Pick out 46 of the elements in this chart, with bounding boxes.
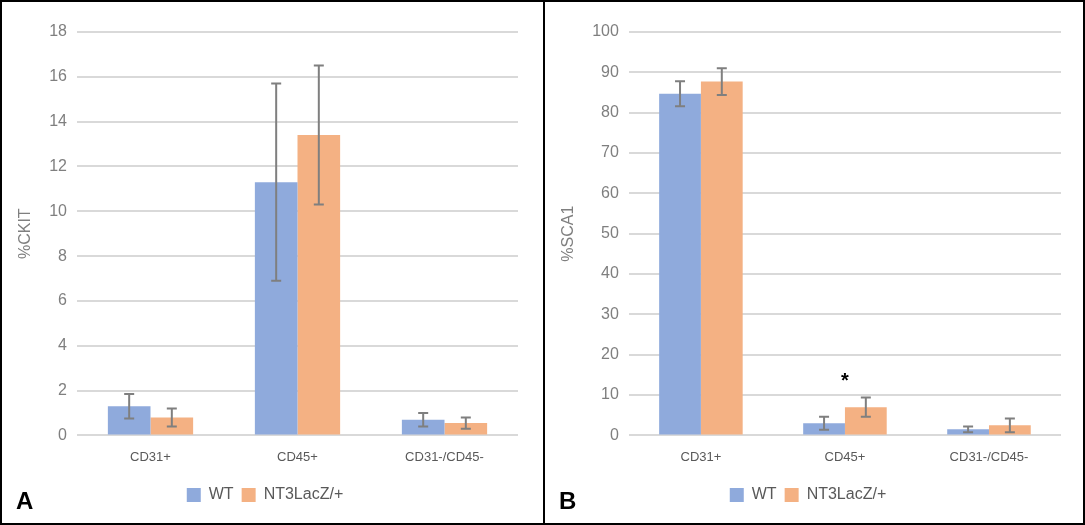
text: A bbox=[16, 487, 34, 515]
y-tick-label: 20 bbox=[601, 345, 619, 363]
bar bbox=[444, 423, 488, 435]
y-tick-label: 6 bbox=[58, 291, 68, 309]
bar bbox=[659, 93, 701, 435]
bar bbox=[254, 182, 298, 435]
y-tick-label: 60 bbox=[601, 183, 619, 201]
y-tick-label: 40 bbox=[601, 264, 619, 282]
bar bbox=[107, 406, 151, 435]
bar bbox=[844, 407, 887, 435]
bar bbox=[297, 135, 341, 435]
y-tick-label: 100 bbox=[592, 22, 619, 40]
y-tick-label: 70 bbox=[601, 143, 619, 161]
x-tick-label: CD45+ bbox=[824, 448, 866, 464]
x-tick-label: CD31+ bbox=[130, 448, 171, 464]
bar bbox=[150, 417, 194, 435]
bar bbox=[700, 81, 743, 435]
y-tick-label: 8 bbox=[58, 246, 68, 264]
y-tick-label: 10 bbox=[49, 201, 68, 219]
y-tick-label: 16 bbox=[49, 67, 68, 85]
bar bbox=[988, 425, 1031, 435]
x-tick-label: CD31-/CD45- bbox=[949, 448, 1029, 464]
legend-label: NT3LacZ/+ bbox=[806, 485, 887, 503]
text: B bbox=[559, 487, 577, 515]
x-tick-label: CD31+ bbox=[680, 448, 722, 464]
y-tick-label: 2 bbox=[58, 380, 68, 398]
y-tick-label: 12 bbox=[49, 156, 68, 174]
annotation: * bbox=[841, 369, 850, 391]
y-tick-label: 50 bbox=[601, 224, 619, 242]
y-tick-label: 4 bbox=[58, 336, 68, 354]
y-axis-title: %SCA1 bbox=[559, 205, 577, 262]
y-tick-label: 80 bbox=[601, 103, 619, 121]
y-tick-label: 18 bbox=[49, 22, 68, 40]
bar bbox=[803, 423, 845, 435]
y-tick-label: 0 bbox=[58, 425, 68, 443]
y-tick-label: 30 bbox=[601, 304, 619, 322]
y-tick-label: 10 bbox=[601, 385, 619, 403]
y-tick-label: 14 bbox=[49, 112, 68, 130]
y-tick-label: 90 bbox=[601, 62, 619, 80]
legend-label: WT bbox=[208, 485, 234, 503]
y-axis-title: %CKIT bbox=[16, 208, 34, 260]
y-tick-label: 0 bbox=[609, 425, 619, 443]
x-tick-label: CD45+ bbox=[277, 448, 318, 464]
legend-label: NT3LacZ/+ bbox=[263, 485, 344, 503]
x-tick-label: CD31-/CD45- bbox=[405, 448, 484, 464]
legend-label: WT bbox=[751, 485, 777, 503]
